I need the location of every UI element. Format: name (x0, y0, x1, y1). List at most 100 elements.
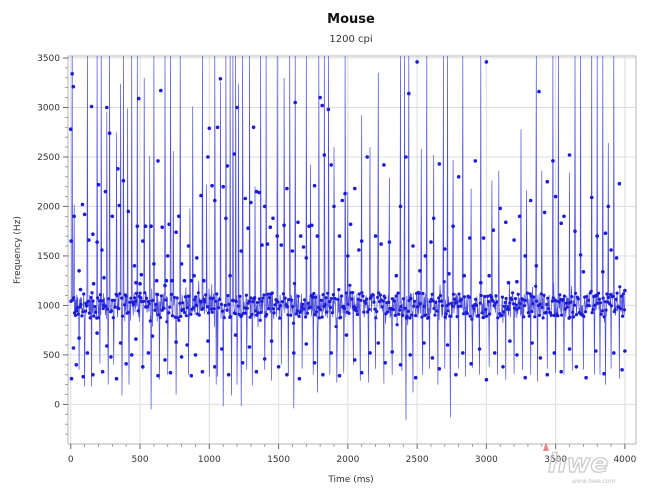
data-point (597, 297, 602, 301)
data-point (333, 296, 337, 301)
data-point (571, 310, 575, 314)
data-point (224, 216, 228, 221)
x-tick-label: 500 (131, 455, 148, 465)
data-point (362, 310, 366, 314)
data-point (604, 308, 608, 312)
data-point (117, 203, 122, 208)
data-point (347, 311, 351, 315)
data-point (165, 254, 170, 258)
data-point (539, 292, 543, 296)
data-point (114, 376, 119, 381)
data-point (367, 307, 371, 312)
data-point (450, 304, 455, 308)
data-point (290, 298, 294, 302)
data-point (390, 350, 395, 354)
data-point (296, 220, 300, 225)
data-point (215, 292, 219, 296)
data-point (443, 315, 447, 319)
data-point (554, 299, 558, 303)
data-point (255, 313, 259, 317)
data-point (262, 204, 267, 209)
data-point (461, 351, 465, 355)
data-point (339, 315, 343, 319)
x-tick-label: 1500 (267, 455, 290, 465)
data-point (156, 159, 160, 163)
data-point (149, 224, 153, 228)
data-point (160, 225, 164, 229)
data-point (344, 291, 348, 295)
data-point (279, 243, 284, 247)
data-point (475, 303, 479, 307)
data-point (348, 283, 352, 287)
data-point (164, 278, 169, 283)
data-point (136, 309, 140, 313)
data-point (293, 100, 298, 105)
data-point (550, 299, 555, 303)
data-point (227, 302, 231, 307)
data-point (89, 104, 94, 109)
data-point (317, 316, 321, 320)
data-point (551, 296, 555, 300)
data-point (337, 234, 342, 238)
data-point (320, 103, 325, 108)
data-point (484, 377, 489, 382)
data-point (254, 369, 259, 374)
data-point (398, 308, 402, 312)
data-point (189, 278, 194, 283)
data-point (618, 285, 622, 289)
data-point (614, 256, 619, 260)
data-point (295, 309, 299, 313)
data-point (439, 299, 443, 303)
data-point (163, 358, 167, 362)
data-point (556, 314, 560, 318)
data-point (255, 300, 260, 305)
data-point (69, 376, 74, 381)
data-point (97, 299, 101, 303)
data-point (478, 301, 482, 305)
data-point (523, 254, 527, 258)
data-point (181, 301, 185, 305)
data-point (260, 243, 264, 247)
data-point (111, 316, 115, 320)
data-point (271, 307, 275, 311)
data-point (118, 341, 123, 345)
data-point (559, 369, 563, 374)
data-point (511, 302, 516, 306)
y-tick-label: 3500 (37, 54, 60, 64)
data-point (516, 292, 520, 296)
data-point (507, 307, 511, 311)
data-point (431, 299, 435, 303)
data-point (585, 295, 589, 299)
data-point (481, 236, 486, 240)
data-point (167, 311, 171, 315)
data-point (251, 300, 255, 304)
data-point (159, 294, 163, 298)
data-point (88, 316, 92, 320)
data-point (179, 355, 184, 359)
data-point (398, 363, 403, 367)
data-point (561, 297, 566, 301)
data-point (450, 301, 454, 305)
data-point (206, 311, 211, 315)
data-point (95, 331, 99, 335)
data-point (565, 305, 569, 309)
data-point (139, 272, 144, 277)
data-point (468, 314, 472, 318)
data-point (313, 313, 317, 317)
data-point (183, 295, 187, 299)
data-point (109, 309, 113, 313)
data-point (126, 310, 130, 315)
data-point (304, 256, 309, 260)
data-point (285, 186, 289, 191)
data-point (602, 371, 606, 376)
data-point (562, 214, 566, 219)
data-point (454, 300, 458, 304)
data-point (100, 369, 105, 374)
data-point (98, 293, 102, 297)
data-point (599, 312, 603, 316)
data-point (527, 314, 531, 318)
data-point (406, 309, 410, 313)
data-point (239, 249, 243, 253)
data-point (394, 294, 398, 298)
data-point (353, 358, 357, 362)
